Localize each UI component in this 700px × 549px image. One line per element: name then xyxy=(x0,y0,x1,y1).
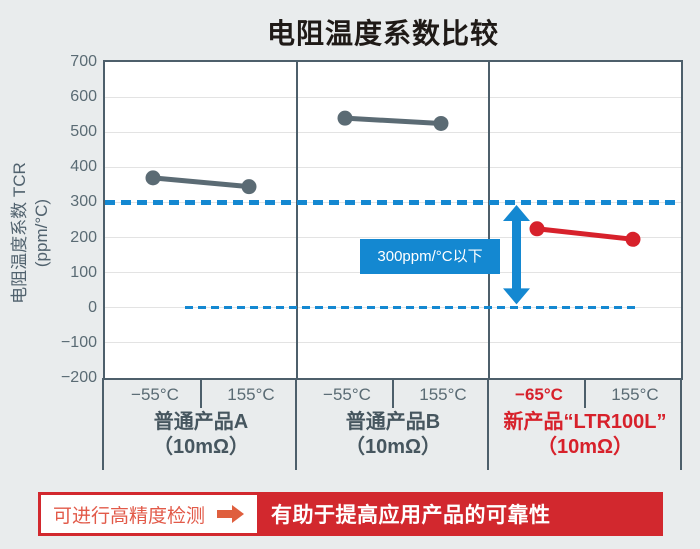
data-point xyxy=(241,179,257,195)
footer-badge: 可进行高精度检测 xyxy=(41,495,258,533)
plot-area: 700 600 500 400 300 200 100 0 −100 −200 xyxy=(61,53,683,386)
x-tick-label: −55°C xyxy=(131,385,179,404)
panel-label-name: 新产品“LTR100L” xyxy=(503,411,667,433)
double-arrow-icon xyxy=(503,205,530,305)
panel-label-spec: （10mΩ） xyxy=(152,436,250,458)
gridline xyxy=(105,342,681,344)
panel-label: 普通产品B （10mΩ） xyxy=(297,410,489,460)
x-tick-label: −55°C xyxy=(323,385,371,404)
y-axis-label-text: 电阻温度系数 TCR xyxy=(10,162,29,304)
x-axis-area: −55°C 155°C 普通产品A （10mΩ） −55°C 155°C 普通产品B （10m… xyxy=(102,378,683,470)
arrow-right-icon xyxy=(217,504,245,524)
panel-label: 普通产品A （10mΩ） xyxy=(105,410,297,460)
panel-divider xyxy=(488,62,490,378)
mid-panel-tick xyxy=(392,378,394,408)
gridline xyxy=(105,96,681,98)
panel-label-name: 普通产品A xyxy=(153,411,249,433)
series-line xyxy=(536,226,634,242)
axis-extension-line xyxy=(102,378,104,470)
y-tick-label: 0 xyxy=(88,298,97,316)
y-tick-label: 100 xyxy=(70,263,97,281)
axis-extension-line xyxy=(680,378,682,470)
chart-title: 电阻温度系数比较 xyxy=(266,18,499,49)
gridline xyxy=(105,166,681,168)
data-point xyxy=(145,170,161,186)
footer-message: 有助于提高应用产品的可靠性 xyxy=(271,504,551,527)
reference-line-300 xyxy=(105,199,681,205)
panel-label-spec: （10mΩ） xyxy=(344,436,442,458)
axis-extension-line xyxy=(295,378,297,470)
data-point xyxy=(529,221,545,237)
x-tick-label: 155°C xyxy=(611,385,659,404)
y-tick-label: −200 xyxy=(60,369,97,386)
axis-extension-line xyxy=(487,378,489,470)
annotation-label: 300ppm/°C以下 xyxy=(360,239,500,274)
y-tick-label: 300 xyxy=(70,193,97,211)
footer-banner: 可进行高精度检测 有助于提高应用产品的可靠性 xyxy=(38,492,663,536)
x-tick-label: 155°C xyxy=(227,385,275,404)
gridline xyxy=(105,237,681,239)
y-tick-label: 400 xyxy=(70,158,97,176)
x-tick-label: 155°C xyxy=(419,385,467,404)
series-line xyxy=(344,115,442,126)
panel-divider xyxy=(296,62,298,378)
y-tick-label: −100 xyxy=(60,333,97,351)
data-point xyxy=(433,115,449,131)
y-tick-label: 700 xyxy=(70,53,97,70)
x-tick-label: −65°C xyxy=(515,385,563,404)
series-line xyxy=(152,175,250,190)
panel-label-name: 普通产品B xyxy=(345,411,441,433)
gridline xyxy=(105,131,681,133)
y-tick-label: 500 xyxy=(70,123,97,141)
y-tick-label: 200 xyxy=(70,228,97,246)
footer-badge-text: 可进行高精度检测 xyxy=(53,505,206,527)
y-tick-label: 600 xyxy=(70,88,97,106)
data-point xyxy=(337,110,353,126)
reference-line-0 xyxy=(185,306,640,310)
data-point xyxy=(625,231,641,247)
mid-panel-tick xyxy=(584,378,586,408)
panel-label: 新产品“LTR100L” （10mΩ） xyxy=(489,410,681,460)
series-layer xyxy=(145,110,641,247)
panel-label-spec: （10mΩ） xyxy=(536,436,634,458)
mid-panel-tick xyxy=(200,378,202,408)
